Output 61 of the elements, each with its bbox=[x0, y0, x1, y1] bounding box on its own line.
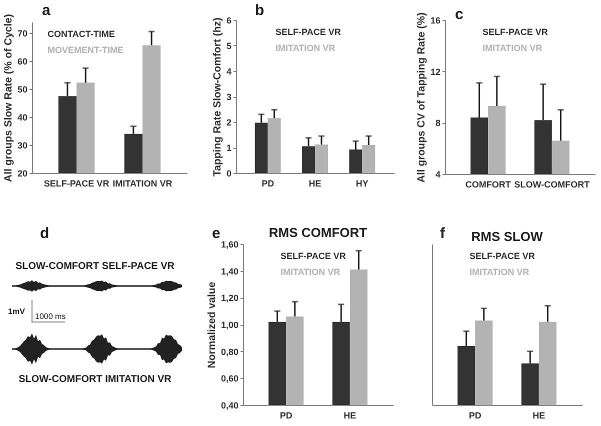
text: e bbox=[212, 225, 220, 242]
y-tick-label: 1,20 bbox=[220, 293, 238, 304]
y-tick-label: 1 bbox=[226, 143, 232, 153]
x-tick-label: COMFORT bbox=[465, 180, 512, 190]
x-tick-label: HE bbox=[308, 178, 322, 188]
text: SELF-PACE VR bbox=[470, 251, 536, 261]
y-tick-label: 20 bbox=[17, 168, 28, 178]
y-tick-label: 40 bbox=[17, 112, 28, 123]
x-tick-label: SLOW-COMFORT bbox=[514, 180, 590, 190]
text: a bbox=[42, 2, 50, 19]
x-tick-label: PD bbox=[280, 410, 293, 420]
y-tick-label: 4 bbox=[435, 170, 440, 180]
y-tick-label: 1,00 bbox=[220, 320, 238, 330]
y-axis-title: Normalized value bbox=[206, 282, 218, 368]
y-tick-label: 0,60 bbox=[220, 374, 238, 384]
y-tick-label: 2 bbox=[226, 118, 232, 128]
text: SELF-PACE VR bbox=[280, 251, 346, 261]
y-axis-title: All groups Slow Rate (% of Cycle) bbox=[2, 14, 14, 182]
text: IMITATION VR bbox=[276, 43, 336, 53]
y-tick-label: 5 bbox=[226, 41, 232, 51]
y-tick-label: 60 bbox=[17, 56, 28, 67]
text: SELF-PACE VR bbox=[482, 27, 548, 37]
y-tick-label: 1,40 bbox=[220, 266, 238, 276]
text: IMITATION VR bbox=[482, 43, 543, 53]
text: SLOW-COMFORT SELF-PACE VR bbox=[15, 261, 176, 272]
y-tick-label: 8 bbox=[435, 118, 440, 128]
text: f bbox=[440, 225, 445, 242]
x-tick-label: PD bbox=[262, 178, 275, 188]
text: 1mV bbox=[8, 307, 26, 316]
x-tick-label: HE bbox=[344, 410, 356, 420]
series-label: IMITATION VR bbox=[280, 267, 341, 277]
y-tick-label: 30 bbox=[17, 140, 28, 151]
text: MOVEMENT-TIME bbox=[48, 45, 124, 55]
y-tick-label: 3 bbox=[226, 92, 232, 102]
annotation: c bbox=[455, 6, 464, 23]
chart-title: RMS COMFORT bbox=[268, 225, 368, 240]
x-tick-label: HY bbox=[356, 178, 368, 188]
y-tick-label: 4 bbox=[226, 66, 232, 76]
text: SLOW-COMFORT IMITATION VR bbox=[18, 374, 172, 385]
y-tick-label: 0,40 bbox=[220, 400, 238, 410]
text: IMITATION VR bbox=[470, 267, 530, 277]
y-tick-label: 1,60 bbox=[220, 240, 238, 250]
text: CONTACT-TIME bbox=[48, 29, 115, 39]
chart-title: RMS SLOW bbox=[471, 229, 544, 244]
y-axis-title: All groups CV of Tapping Rate (%) bbox=[415, 12, 428, 183]
text: d bbox=[40, 225, 50, 242]
y-tick-label: 70 bbox=[17, 28, 28, 39]
y-axis-title: Tapping Rate Slow-Comfort (hz) bbox=[211, 17, 224, 177]
y-tick-label: 0,80 bbox=[220, 346, 238, 357]
y-tick-label: 0 bbox=[226, 168, 232, 178]
y-tick-label: 6 bbox=[226, 16, 232, 26]
x-tick-label: SELF-PACE VR bbox=[44, 178, 110, 188]
y-tick-label: 12 bbox=[430, 66, 440, 77]
y-tick-label: 50 bbox=[17, 84, 28, 95]
y-tick-label: 16 bbox=[430, 16, 440, 26]
x-tick-label: PD bbox=[468, 410, 482, 420]
text: b bbox=[255, 2, 264, 19]
x-tick-label: IMITATION VR bbox=[112, 178, 173, 188]
x-tick-label: HE bbox=[532, 410, 546, 420]
text: 1000 ms bbox=[35, 312, 66, 321]
text: SELF-PACE VR bbox=[276, 27, 342, 37]
